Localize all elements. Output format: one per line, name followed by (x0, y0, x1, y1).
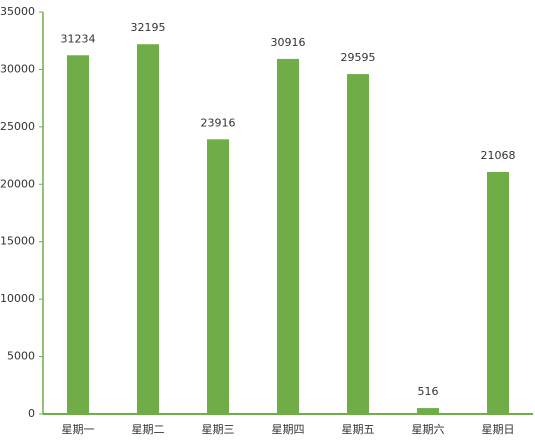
y-tick-label: 5000 (7, 350, 35, 363)
x-tick-label: 星期四 (272, 423, 305, 436)
bar (487, 172, 509, 414)
data-label: 29595 (341, 51, 376, 64)
y-tick-label: 25000 (0, 120, 35, 133)
x-tick-label: 星期六 (412, 423, 445, 436)
data-label: 31234 (61, 32, 96, 45)
x-tick-label: 星期五 (342, 423, 375, 436)
y-tick-label: 35000 (0, 5, 35, 18)
bar (417, 408, 439, 414)
bar (67, 55, 89, 415)
data-label: 516 (418, 385, 439, 398)
bar (277, 58, 299, 415)
y-tick-label: 30000 (0, 62, 35, 75)
x-tick-label: 星期三 (202, 423, 235, 436)
x-tick-label: 星期日 (482, 423, 515, 436)
bar (207, 139, 229, 414)
y-tick-label: 0 (28, 407, 35, 420)
data-label: 23916 (201, 116, 236, 129)
y-tick-label: 20000 (0, 177, 35, 190)
y-tick-label: 10000 (0, 292, 35, 305)
bar (347, 74, 369, 414)
data-label: 30916 (271, 36, 306, 49)
data-label: 32195 (131, 21, 166, 34)
data-label: 21068 (481, 149, 516, 162)
bar (137, 44, 159, 414)
x-tick-label: 星期二 (132, 423, 165, 436)
x-tick-label: 星期一 (62, 423, 95, 436)
y-tick-label: 15000 (0, 235, 35, 248)
